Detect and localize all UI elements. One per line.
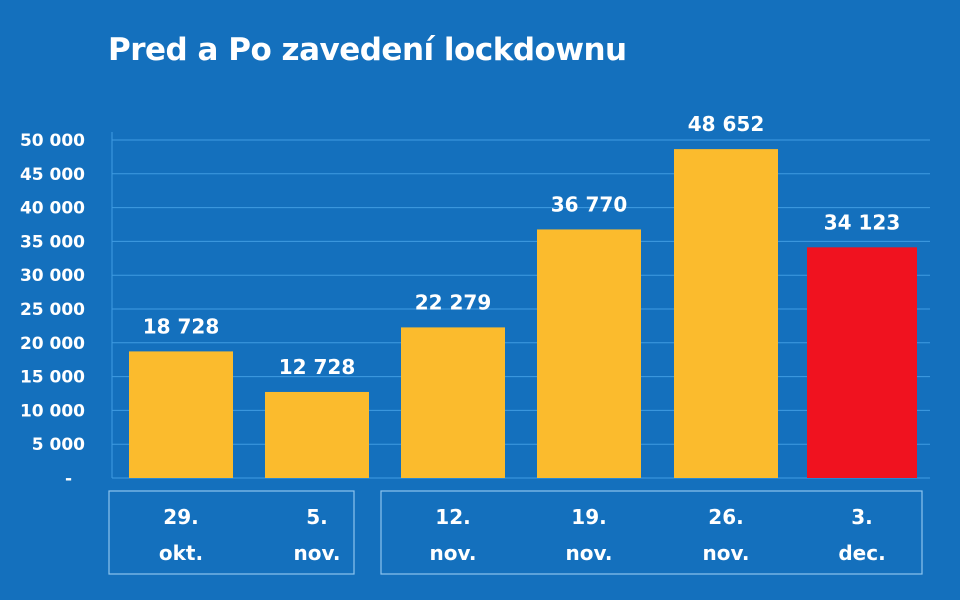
data-label: 22 279 xyxy=(415,290,492,314)
data-label: 18 728 xyxy=(143,314,220,338)
y-tick-label: 35 000 xyxy=(20,232,85,252)
data-label: 36 770 xyxy=(551,192,628,216)
bar xyxy=(674,149,778,478)
bar xyxy=(807,247,917,478)
x-tick-label: nov. xyxy=(430,541,477,565)
y-tick-label: 15 000 xyxy=(20,368,85,388)
y-tick-label: 45 000 xyxy=(20,165,85,185)
x-tick-label: 29. xyxy=(163,505,198,529)
x-tick-label: 3. xyxy=(851,505,873,529)
x-tick-label: dec. xyxy=(838,541,885,565)
y-tick-label: - xyxy=(65,469,72,489)
data-label: 12 728 xyxy=(279,355,356,379)
y-tick-label: 10 000 xyxy=(20,401,85,421)
bar xyxy=(265,391,369,478)
x-tick-label: 5. xyxy=(306,505,328,529)
x-tick-label: 26. xyxy=(708,505,743,529)
x-tick-label: 12. xyxy=(435,505,470,529)
y-tick-label: 30 000 xyxy=(20,266,85,286)
category-group-box xyxy=(380,490,923,575)
chart-title: Pred a Po zavedení lockdownu xyxy=(108,32,627,68)
data-label: 48 652 xyxy=(688,112,765,136)
data-label: 34 123 xyxy=(824,210,901,234)
x-tick-label: nov. xyxy=(294,541,341,565)
x-tick-label: nov. xyxy=(566,541,613,565)
x-tick-label: 19. xyxy=(571,505,606,529)
x-tick-label: nov. xyxy=(703,541,750,565)
y-tick-label: 20 000 xyxy=(20,334,85,354)
y-tick-label: 5 000 xyxy=(32,435,85,455)
y-tick-label: 40 000 xyxy=(20,199,85,219)
bar xyxy=(401,327,505,478)
y-tick-label: 25 000 xyxy=(20,300,85,320)
bar xyxy=(537,229,641,478)
bar xyxy=(129,351,233,478)
category-group-box xyxy=(108,490,355,575)
y-tick-label: 50 000 xyxy=(20,131,85,151)
x-tick-label: okt. xyxy=(159,541,203,565)
